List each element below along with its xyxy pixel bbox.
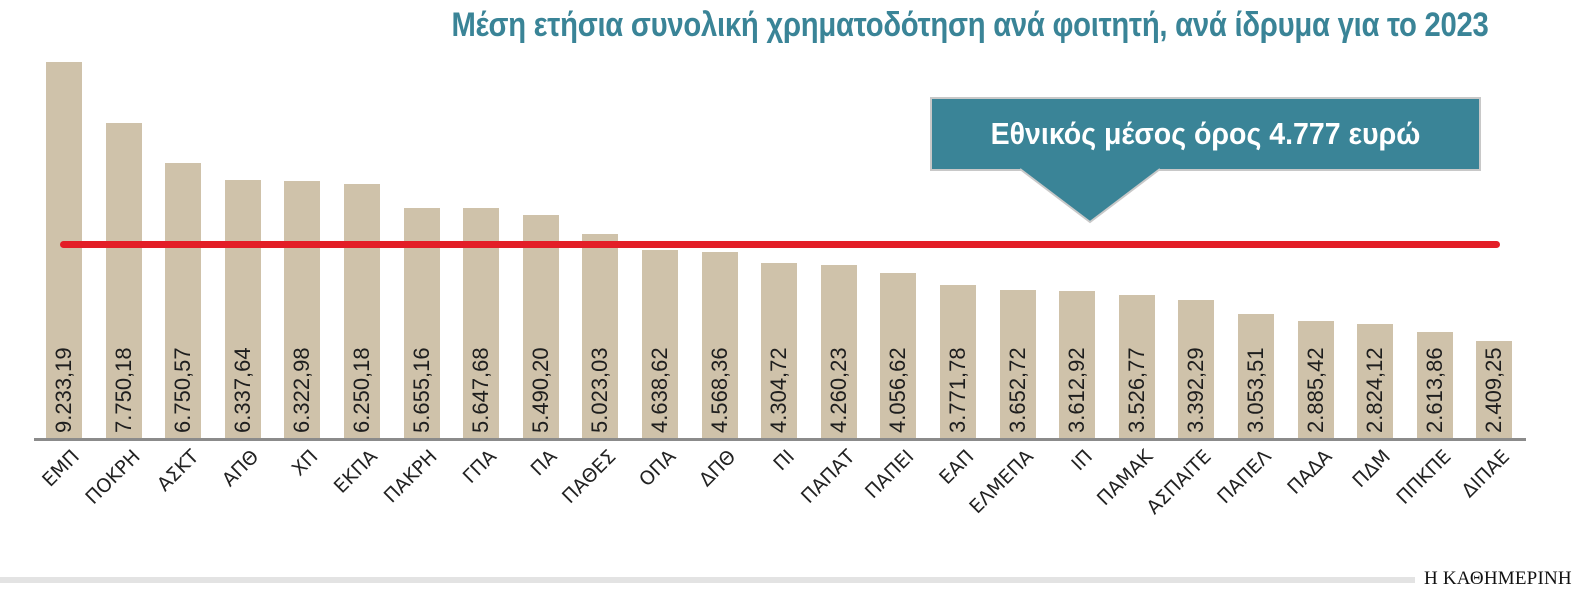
- bar-value-label: 6.750,57: [170, 347, 195, 433]
- callout-pointer-icon: [1019, 168, 1161, 224]
- x-tick-label: ΠΑΠΕΛ: [1213, 445, 1276, 509]
- x-axis-baseline: [34, 438, 1526, 441]
- chart-title: Μέση ετήσια συνολική χρηματοδότηση ανά φ…: [451, 6, 1489, 44]
- bar-value-label: 3.771,78: [945, 347, 970, 433]
- x-tick-label: ΑΠΘ: [217, 445, 264, 492]
- x-tick-label: ΑΣΚΤ: [152, 445, 204, 496]
- x-tick-label: ΠΑ: [526, 445, 562, 481]
- bar: 9.233,19: [46, 62, 82, 439]
- bar-value-label: 5.647,68: [468, 347, 493, 433]
- bar-value-label: 2.824,12: [1362, 347, 1387, 433]
- bar: 3.612,92: [1059, 291, 1095, 439]
- bar: 6.750,57: [165, 163, 201, 439]
- bar: 6.322,98: [284, 181, 320, 439]
- bar-value-label: 4.260,23: [826, 347, 851, 433]
- bar: 4.056,62: [880, 273, 916, 439]
- x-tick-label: ΓΠΑ: [458, 445, 502, 488]
- bar-value-label: 7.750,18: [111, 347, 136, 433]
- x-tick-label: ΔΙΠΑΕ: [1457, 445, 1515, 503]
- x-tick-label: ΠΑΘΕΣ: [557, 445, 621, 508]
- footer-rule: [0, 577, 1415, 583]
- bar-value-label: 4.638,62: [647, 347, 672, 433]
- bar: 2.613,86: [1417, 332, 1453, 439]
- bar: 4.260,23: [821, 265, 857, 439]
- bar-value-label: 5.490,20: [528, 347, 553, 433]
- bar: 5.023,03: [582, 234, 618, 439]
- x-tick-label: ΠΔΜ: [1348, 445, 1395, 493]
- bar-value-label: 3.392,29: [1183, 347, 1208, 433]
- x-tick-label: ΔΠΘ: [694, 445, 741, 492]
- bar: 3.526,77: [1119, 295, 1155, 439]
- bar-value-label: 4.568,36: [707, 347, 732, 433]
- x-tick-label: ΠΑΠΑΤ: [796, 445, 860, 508]
- x-tick-label: ΧΠ: [287, 445, 323, 481]
- bar-value-label: 2.885,42: [1303, 347, 1328, 433]
- x-tick-label: ΕΑΠ: [935, 445, 979, 489]
- bar: 5.490,20: [523, 215, 559, 439]
- bar: 2.409,25: [1476, 341, 1512, 439]
- bar: 6.337,64: [225, 180, 261, 439]
- bar: 3.053,51: [1238, 314, 1274, 439]
- national-average-line: [60, 241, 1500, 248]
- x-tick-label: ΕΛΜΕΠΑ: [965, 445, 1038, 519]
- bar: 4.304,72: [761, 263, 797, 439]
- x-tick-label: ΙΠ: [1067, 445, 1098, 476]
- bar-value-label: 3.053,51: [1243, 347, 1268, 433]
- brand-logo: Η ΚΑΘΗΜΕΡΙΝΗ: [1424, 568, 1572, 589]
- x-tick-label: ΕΜΠ: [38, 445, 84, 492]
- bar-value-label: 3.526,77: [1124, 347, 1149, 433]
- bar-value-label: 4.304,72: [766, 347, 791, 433]
- x-tick-label: ΠΑΠΕΙ: [860, 445, 919, 503]
- bar-value-label: 5.655,16: [409, 347, 434, 433]
- bar: 7.750,18: [106, 123, 142, 439]
- bar-value-label: 9.233,19: [51, 347, 76, 433]
- bar-value-label: 6.337,64: [230, 347, 255, 433]
- bar-value-label: 3.652,72: [1005, 347, 1030, 433]
- bar: 2.885,42: [1298, 321, 1334, 439]
- bar-value-label: 6.322,98: [289, 347, 314, 433]
- x-tick-label: ΠΑΚΡΗ: [379, 445, 442, 508]
- callout-text: Εθνικός μέσος όρος 4.777 ευρώ: [990, 116, 1421, 151]
- bar: 3.392,29: [1178, 300, 1214, 439]
- bar-value-label: 2.613,86: [1422, 347, 1447, 433]
- bar: 4.568,36: [702, 252, 738, 439]
- bar-value-label: 5.023,03: [587, 347, 612, 433]
- national-average-callout: Εθνικός μέσος όρος 4.777 ευρώ: [932, 99, 1479, 169]
- x-tick-label: ΠΑΔΑ: [1283, 445, 1337, 499]
- bar: 3.652,72: [1000, 290, 1036, 439]
- bar-value-label: 3.612,92: [1064, 347, 1089, 433]
- x-tick-label: ΟΠΑ: [634, 445, 681, 492]
- bar: 6.250,18: [344, 184, 380, 439]
- bar: 3.771,78: [940, 285, 976, 439]
- bar-value-label: 4.056,62: [885, 347, 910, 433]
- x-tick-label: ΕΚΠΑ: [329, 445, 382, 498]
- x-tick-label: ΠΙ: [769, 445, 800, 476]
- bar: 2.824,12: [1357, 324, 1393, 439]
- x-tick-label: ΠΟΚΡΗ: [81, 445, 145, 509]
- bar-value-label: 2.409,25: [1481, 347, 1506, 433]
- x-tick-label: ΠΠΚΠΕ: [1392, 445, 1456, 509]
- bar-value-label: 6.250,18: [349, 347, 374, 433]
- bar: 4.638,62: [642, 250, 678, 439]
